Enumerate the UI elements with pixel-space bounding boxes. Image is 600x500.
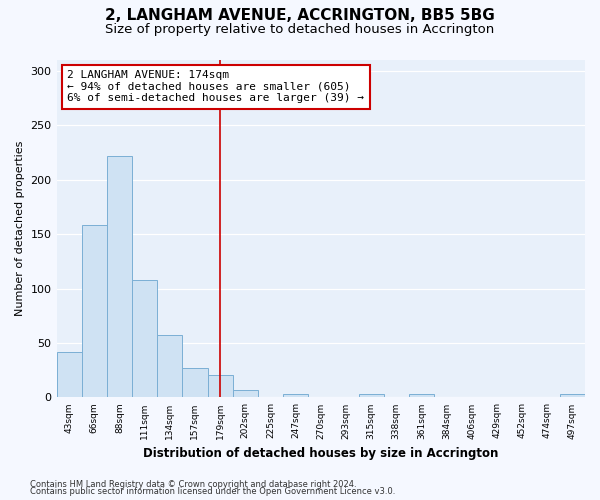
Bar	[283, 394, 308, 398]
Text: 2 LANGHAM AVENUE: 174sqm
← 94% of detached houses are smaller (605)
6% of semi-d: 2 LANGHAM AVENUE: 174sqm ← 94% of detach…	[67, 70, 364, 103]
Bar	[409, 394, 434, 398]
Y-axis label: Number of detached properties: Number of detached properties	[15, 141, 25, 316]
Bar	[56, 352, 82, 398]
Text: Contains HM Land Registry data © Crown copyright and database right 2024.: Contains HM Land Registry data © Crown c…	[30, 480, 356, 489]
Text: 2, LANGHAM AVENUE, ACCRINGTON, BB5 5BG: 2, LANGHAM AVENUE, ACCRINGTON, BB5 5BG	[105, 8, 495, 22]
Bar	[233, 390, 258, 398]
Bar	[359, 394, 383, 398]
Bar	[157, 336, 182, 398]
X-axis label: Distribution of detached houses by size in Accrington: Distribution of detached houses by size …	[143, 447, 499, 460]
Bar	[82, 226, 107, 398]
Bar	[208, 374, 233, 398]
Bar	[132, 280, 157, 398]
Text: Size of property relative to detached houses in Accrington: Size of property relative to detached ho…	[106, 22, 494, 36]
Text: Contains public sector information licensed under the Open Government Licence v3: Contains public sector information licen…	[30, 488, 395, 496]
Bar	[182, 368, 208, 398]
Bar	[107, 156, 132, 398]
Bar	[560, 394, 585, 398]
